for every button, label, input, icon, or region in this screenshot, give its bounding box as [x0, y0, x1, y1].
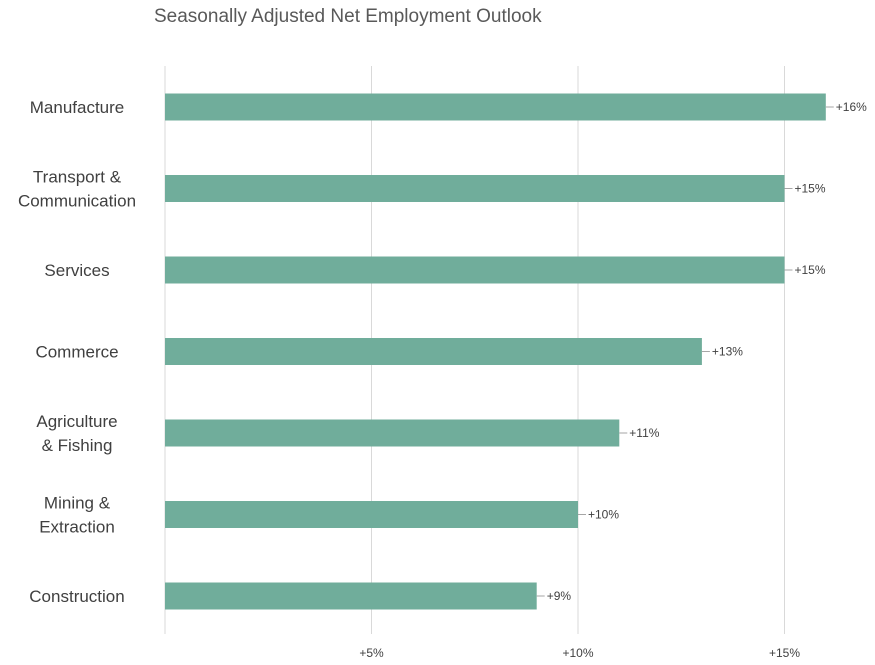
bar — [165, 419, 620, 447]
data-label: +16% — [836, 100, 867, 114]
category-label: Services — [44, 261, 109, 280]
bar — [165, 338, 702, 365]
data-label: +15% — [795, 182, 826, 196]
category-label: Manufacture — [30, 98, 125, 117]
category-label: Construction — [29, 587, 124, 606]
x-axis-ticks: +5% +10% +15% — [359, 646, 800, 660]
bar — [165, 501, 578, 528]
x-tick-label: +5% — [359, 646, 384, 660]
data-label: +10% — [588, 508, 619, 522]
category-label: Agriculture & Fishing — [36, 412, 117, 455]
data-labels: +16% +15% +15% +13% +11% +10% +9% — [536, 100, 867, 603]
data-label: +13% — [712, 345, 743, 359]
category-label: Transport & Communication — [18, 168, 136, 211]
data-label: +9% — [547, 589, 572, 603]
bar — [165, 582, 537, 610]
data-label: +15% — [795, 263, 826, 277]
bar — [165, 175, 785, 202]
category-label: Mining & Extraction — [39, 494, 115, 537]
chart-title: Seasonally Adjusted Net Employment Outlo… — [154, 6, 542, 27]
bar — [165, 256, 785, 284]
bars — [165, 93, 826, 610]
x-tick-label: +10% — [562, 646, 593, 660]
x-tick-label: +15% — [769, 646, 800, 660]
category-label: Commerce — [35, 343, 118, 362]
bar — [165, 93, 826, 121]
category-labels: Manufacture Transport & Communication Servi… — [18, 98, 136, 606]
data-label: +11% — [629, 426, 659, 440]
